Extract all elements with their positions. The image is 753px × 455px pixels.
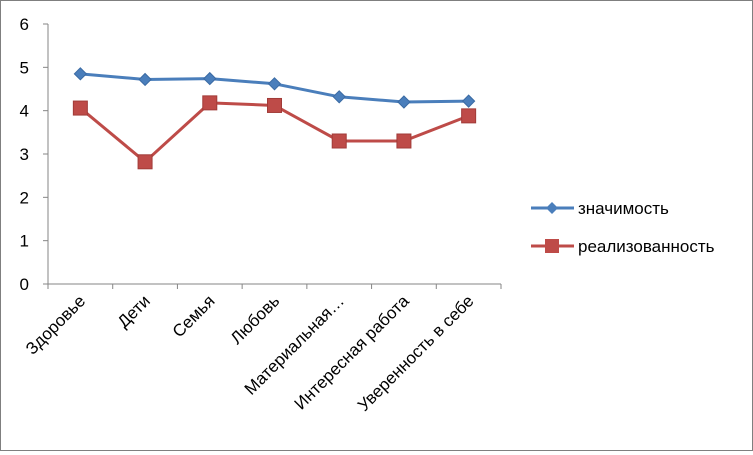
series-1 [73, 67, 476, 109]
data-point [332, 90, 346, 104]
data-point [267, 77, 282, 91]
y-tick-label: 6 [20, 15, 29, 34]
data-point [137, 154, 153, 170]
y-tick-label: 0 [20, 275, 29, 294]
data-point [138, 72, 152, 87]
data-point [396, 133, 412, 149]
data-point [461, 108, 477, 124]
legend: значимость реализованность [531, 199, 715, 256]
series-layer [72, 67, 477, 170]
legend-item: реализованность [531, 237, 715, 256]
legend-marker [545, 239, 559, 253]
x-tick-label: Дети [114, 291, 154, 331]
y-tick-label: 2 [20, 188, 29, 207]
legend-label: реализованность [578, 237, 715, 256]
y-tick-label: 1 [20, 232, 29, 251]
y-tick-label: 4 [20, 102, 29, 121]
data-point [202, 95, 218, 111]
data-point [331, 133, 347, 149]
y-tick-label: 3 [20, 145, 29, 164]
x-tick-label: Интересная работа [291, 291, 413, 413]
legend-marker [546, 202, 558, 214]
y-tick-label: 5 [20, 58, 29, 77]
x-tick-label: Уверенность в себе [354, 291, 478, 415]
series-2 [72, 95, 477, 170]
x-tick-label: Семья [169, 291, 219, 341]
legend-item: значимость [531, 199, 669, 218]
data-point [397, 95, 411, 109]
data-point [267, 97, 282, 113]
data-point [203, 71, 217, 86]
x-tick-label: Любовь [227, 291, 284, 348]
data-point [73, 67, 88, 81]
legend-label: значимость [578, 199, 669, 218]
x-axis: Здоровье Дети Семья ЛюбовьМатериальная…Инте… [22, 283, 502, 415]
x-tick-label: Здоровье [22, 291, 89, 358]
y-axis: 0 1 2 3 4 5 6 [20, 15, 49, 294]
data-point [461, 94, 476, 108]
data-point [72, 100, 88, 116]
